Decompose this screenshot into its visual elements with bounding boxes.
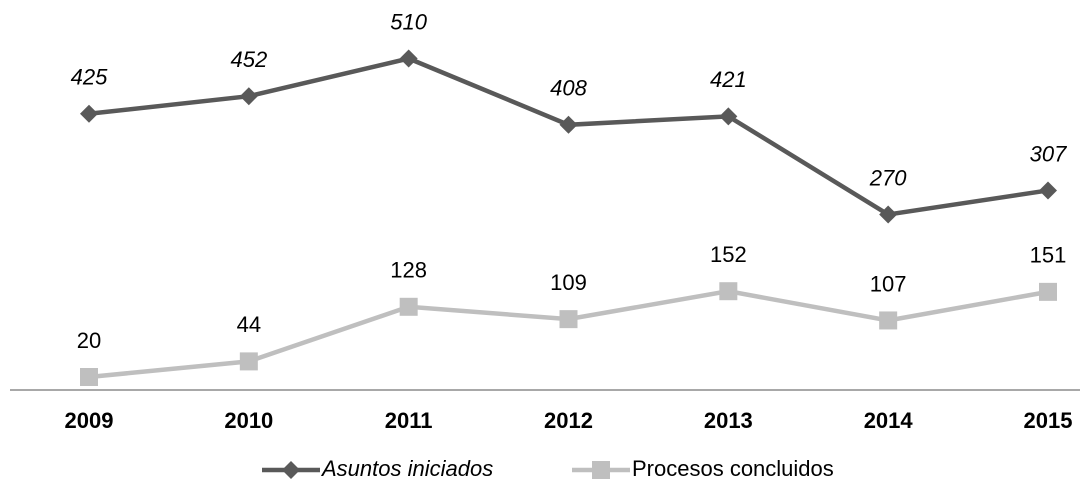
data-label: 452 xyxy=(230,47,267,72)
point xyxy=(282,461,300,479)
x-tick-label: 2010 xyxy=(224,408,273,433)
point xyxy=(879,311,898,330)
data-label: 408 xyxy=(550,76,587,101)
data-label: 20 xyxy=(77,328,101,353)
data-label: 109 xyxy=(550,270,587,295)
point xyxy=(592,461,610,479)
point xyxy=(879,205,898,224)
x-tick-label: 2013 xyxy=(704,408,753,433)
data-label: 421 xyxy=(710,67,747,92)
x-tick-label: 2015 xyxy=(1024,408,1073,433)
x-tick-label: 2011 xyxy=(385,408,433,433)
point xyxy=(559,115,578,134)
data-label: 270 xyxy=(869,165,907,190)
x-tick-label: 2012 xyxy=(544,408,593,433)
point xyxy=(80,368,98,386)
point xyxy=(1039,282,1057,301)
point xyxy=(80,104,98,123)
point xyxy=(719,107,738,126)
point xyxy=(399,49,418,68)
data-label: 44 xyxy=(237,312,261,337)
data-label: 107 xyxy=(870,271,907,296)
legend-label: Procesos concluidos xyxy=(632,456,834,481)
x-tick-label: 2009 xyxy=(65,408,114,433)
legend-label: Asuntos iniciados xyxy=(320,456,493,481)
data-label: 152 xyxy=(710,242,747,267)
data-label: 128 xyxy=(390,258,427,283)
series-line xyxy=(88,288,1049,380)
data-label: 425 xyxy=(71,65,108,90)
point xyxy=(239,352,258,371)
point xyxy=(1039,181,1057,200)
point xyxy=(719,282,738,301)
point xyxy=(559,310,578,329)
data-label: 510 xyxy=(390,9,427,34)
x-tick-label: 2014 xyxy=(864,408,914,433)
data-label: 307 xyxy=(1030,141,1067,166)
data-label: 151 xyxy=(1030,243,1067,268)
point xyxy=(239,87,258,106)
point xyxy=(399,297,418,316)
